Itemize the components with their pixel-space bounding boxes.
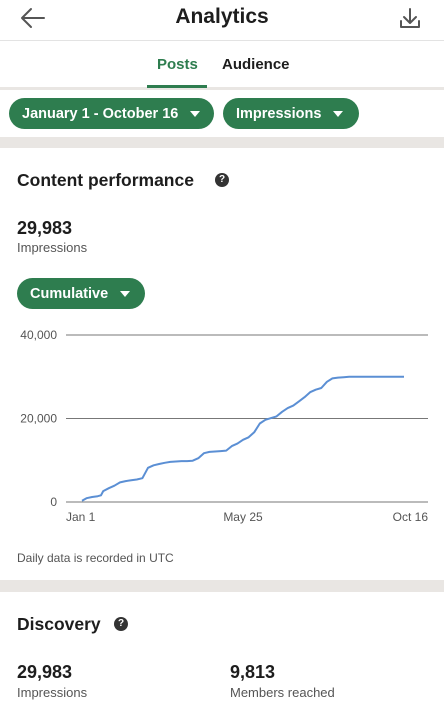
impressions-chart: 0 20,000 40,000 Jan 1 May 25 Oct 16 (20, 328, 429, 524)
date-range-label: January 1 - October 16 (22, 105, 179, 122)
arrow-left-icon[interactable] (20, 6, 46, 30)
x-tick-label: Oct 16 (393, 510, 429, 524)
y-tick-label: 20,000 (20, 412, 57, 426)
help-icon[interactable]: ? (114, 617, 128, 631)
impressions-total: 29,983 (17, 218, 73, 238)
discovery-heading: Discovery (17, 614, 101, 634)
filter-bar: January 1 - October 16 Impressions (0, 90, 444, 137)
members-reached-value: 9,813 (230, 662, 276, 682)
metric-label: Impressions (236, 105, 322, 122)
tab-posts[interactable]: Posts (157, 56, 198, 73)
content-performance-card: Content performance ? 29,983 Impressions… (0, 148, 444, 580)
members-reached-label: Members reached (230, 685, 335, 700)
caret-down-icon (190, 110, 201, 117)
caret-down-icon (333, 110, 344, 117)
caret-down-icon (120, 290, 131, 297)
y-tick-label: 40,000 (20, 328, 57, 342)
y-tick-label: 0 (50, 495, 57, 509)
x-tick-label: Jan 1 (66, 510, 96, 524)
date-range-dropdown[interactable]: January 1 - October 16 (9, 98, 214, 129)
cumulative-dropdown[interactable]: Cumulative (17, 278, 145, 309)
cumulative-label: Cumulative (30, 285, 109, 302)
help-icon[interactable]: ? (215, 173, 229, 187)
discovery-impressions-value: 29,983 (17, 662, 73, 682)
metric-dropdown[interactable]: Impressions (223, 98, 359, 129)
active-tab-indicator (147, 85, 207, 88)
utc-footnote: Daily data is recorded in UTC (17, 551, 174, 565)
discovery-card: Discovery ? 29,983 Impressions 9,813 Mem… (0, 592, 444, 720)
x-tick-label: May 25 (223, 510, 263, 524)
impressions-series-line (81, 375, 404, 502)
discovery-impressions-label: Impressions (17, 685, 88, 700)
page-title: Analytics (175, 5, 269, 28)
top-bar: Analytics (0, 0, 444, 40)
content-performance-heading: Content performance (17, 170, 194, 190)
tab-bar: Posts Audience (0, 40, 444, 88)
impressions-total-label: Impressions (17, 240, 88, 255)
download-icon[interactable] (398, 6, 422, 30)
tab-audience[interactable]: Audience (222, 56, 290, 73)
